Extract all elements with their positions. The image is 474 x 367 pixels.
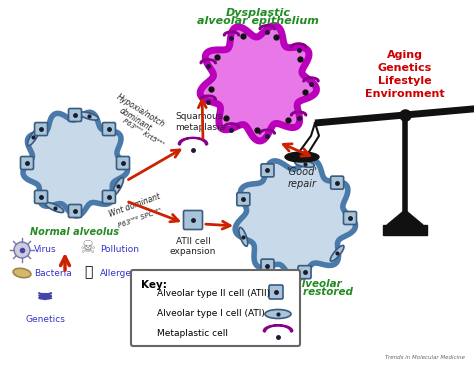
Text: P63ᵖᵒˢ Krt5ᵖᵒˢ: P63ᵖᵒˢ Krt5ᵖᵒˢ	[121, 118, 164, 148]
Ellipse shape	[79, 112, 99, 120]
Polygon shape	[303, 77, 319, 82]
Polygon shape	[224, 123, 239, 128]
Text: ATII cell
expansion: ATII cell expansion	[170, 237, 216, 257]
Text: Alveolar type II cell (ATII): Alveolar type II cell (ATII)	[157, 290, 270, 298]
Text: 'Good'
repair: 'Good' repair	[286, 167, 318, 189]
Text: Metaplastic cell: Metaplastic cell	[157, 330, 228, 338]
Text: Hypoxia/notch
dominant: Hypoxia/notch dominant	[109, 92, 166, 138]
Text: Wnt dominant: Wnt dominant	[108, 192, 162, 218]
Text: Environment: Environment	[365, 89, 445, 99]
FancyBboxPatch shape	[69, 109, 82, 121]
Ellipse shape	[285, 152, 319, 162]
Ellipse shape	[13, 268, 31, 278]
Text: 🌿: 🌿	[84, 265, 92, 279]
Text: Key:: Key:	[141, 280, 167, 290]
FancyBboxPatch shape	[102, 123, 116, 135]
FancyBboxPatch shape	[102, 190, 116, 203]
Text: ☠: ☠	[80, 239, 96, 257]
FancyBboxPatch shape	[269, 285, 283, 299]
Polygon shape	[224, 32, 239, 36]
Text: Dysplastic: Dysplastic	[226, 8, 291, 18]
Text: Pollution: Pollution	[100, 246, 139, 254]
Ellipse shape	[112, 178, 123, 195]
Polygon shape	[235, 160, 356, 279]
FancyBboxPatch shape	[383, 225, 427, 235]
Polygon shape	[179, 138, 207, 145]
Text: epithelium restored: epithelium restored	[237, 287, 353, 297]
FancyBboxPatch shape	[69, 204, 82, 218]
Ellipse shape	[239, 228, 248, 246]
Polygon shape	[387, 210, 423, 225]
Ellipse shape	[27, 128, 39, 146]
FancyBboxPatch shape	[261, 164, 274, 177]
FancyBboxPatch shape	[20, 156, 34, 170]
Polygon shape	[23, 112, 128, 216]
Polygon shape	[291, 112, 306, 116]
FancyBboxPatch shape	[344, 211, 356, 225]
Polygon shape	[291, 43, 306, 48]
Text: alveolar epithelium: alveolar epithelium	[197, 16, 319, 26]
Polygon shape	[201, 95, 216, 100]
FancyBboxPatch shape	[183, 211, 202, 229]
Text: Lifestyle: Lifestyle	[378, 76, 432, 86]
Polygon shape	[201, 59, 216, 64]
Ellipse shape	[265, 309, 291, 319]
Text: Genetics: Genetics	[25, 315, 65, 324]
Ellipse shape	[330, 246, 344, 261]
Text: P63ⁿᵉᵍ SPCᵖᵒˢ: P63ⁿᵉᵍ SPCᵖᵒˢ	[117, 207, 163, 229]
Circle shape	[14, 242, 30, 258]
Ellipse shape	[295, 160, 314, 167]
Text: Squamous
metaplasia: Squamous metaplasia	[175, 112, 225, 132]
Text: Bacteria: Bacteria	[34, 269, 72, 277]
Polygon shape	[200, 26, 317, 141]
FancyBboxPatch shape	[131, 270, 300, 346]
Text: Normal alveolar: Normal alveolar	[249, 279, 341, 289]
FancyBboxPatch shape	[35, 190, 47, 203]
FancyBboxPatch shape	[35, 123, 47, 135]
Polygon shape	[259, 130, 275, 134]
Text: Alveolar type I cell (ATI): Alveolar type I cell (ATI)	[157, 309, 265, 319]
Text: Trends in Molecular Medicine: Trends in Molecular Medicine	[385, 355, 465, 360]
FancyBboxPatch shape	[261, 259, 274, 272]
Text: Normal alveolus: Normal alveolus	[30, 227, 119, 237]
Text: Virus: Virus	[34, 246, 56, 254]
FancyBboxPatch shape	[117, 156, 129, 170]
Text: Allergens: Allergens	[100, 269, 142, 277]
Ellipse shape	[46, 203, 64, 212]
FancyBboxPatch shape	[237, 193, 250, 206]
Polygon shape	[259, 25, 275, 30]
Text: Aging: Aging	[387, 50, 423, 60]
Polygon shape	[264, 325, 292, 332]
FancyBboxPatch shape	[331, 176, 344, 189]
FancyBboxPatch shape	[298, 266, 311, 279]
Text: Genetics: Genetics	[378, 63, 432, 73]
